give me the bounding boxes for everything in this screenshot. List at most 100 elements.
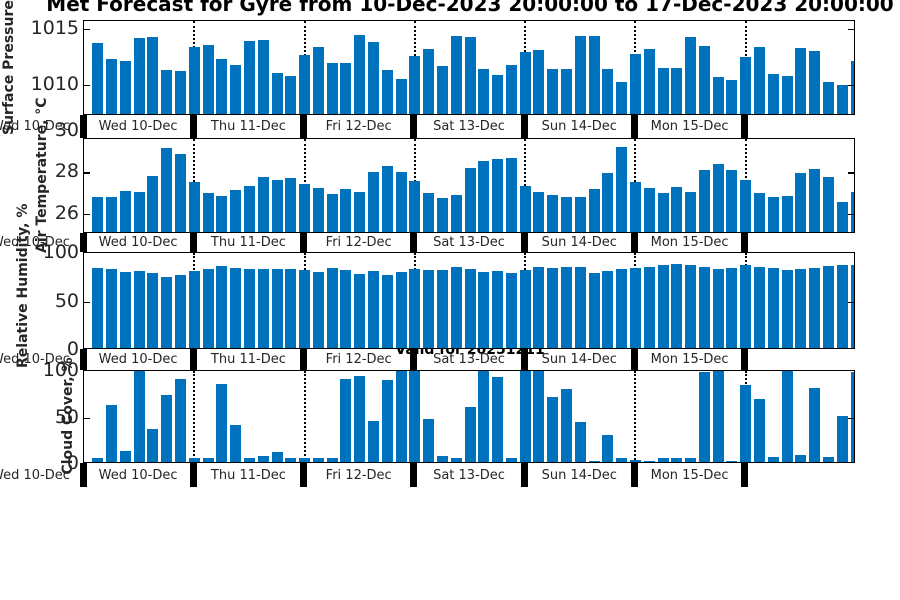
bar xyxy=(216,196,228,232)
y-tick-label: 50 xyxy=(54,289,79,312)
day-tick-mark xyxy=(741,233,749,252)
day-label: Mon 15-Dec xyxy=(650,468,729,483)
bar xyxy=(561,266,572,348)
bar xyxy=(767,267,779,348)
bar xyxy=(781,196,793,232)
bar xyxy=(257,176,269,232)
day-label: Sat 13-Dec xyxy=(433,352,505,367)
bar xyxy=(602,435,614,462)
bar xyxy=(271,451,283,462)
bar xyxy=(423,270,435,348)
bar xyxy=(492,74,504,114)
y-tick-mark xyxy=(848,301,854,303)
pressure-panel xyxy=(83,20,855,115)
bar xyxy=(188,181,200,232)
bar xyxy=(616,458,628,462)
bar xyxy=(574,266,586,348)
bar xyxy=(629,267,641,348)
bar xyxy=(216,265,228,348)
bar xyxy=(754,266,765,348)
bar xyxy=(106,197,118,232)
bar xyxy=(836,264,848,348)
bar xyxy=(643,49,655,114)
bar xyxy=(368,271,379,348)
bar xyxy=(202,269,214,348)
day-boundary-line xyxy=(524,139,527,232)
day-label: Wed 10-Dec xyxy=(98,352,178,367)
y-tick-mark xyxy=(848,84,854,87)
bar xyxy=(133,371,145,462)
bar xyxy=(436,198,448,232)
day-label: Fri 12-Dec xyxy=(325,468,392,483)
bar xyxy=(299,270,311,348)
bar xyxy=(754,46,765,114)
bar xyxy=(505,64,517,114)
day-tick-mark xyxy=(300,463,308,487)
bar xyxy=(312,187,324,232)
bar xyxy=(657,68,669,114)
bar xyxy=(698,266,710,348)
bar xyxy=(809,387,821,462)
bar xyxy=(409,55,421,114)
bar xyxy=(285,75,297,114)
bar xyxy=(464,407,476,462)
bar xyxy=(299,183,311,232)
bar xyxy=(657,458,669,462)
bar xyxy=(92,267,104,348)
y-tick-label: 50 xyxy=(54,405,79,428)
bar xyxy=(698,170,710,232)
bar xyxy=(836,202,848,232)
bar xyxy=(685,264,697,348)
day-tick-mark xyxy=(520,463,528,487)
day-label: Fri 12-Dec xyxy=(325,119,392,134)
bar xyxy=(588,460,600,462)
bar xyxy=(354,192,366,232)
y-tick-mark xyxy=(848,172,854,174)
bar xyxy=(299,54,311,114)
bar xyxy=(809,51,821,114)
bar xyxy=(285,269,297,348)
bar xyxy=(285,458,297,462)
bar xyxy=(629,53,641,114)
day-tick-mark xyxy=(189,233,197,252)
bar xyxy=(257,40,269,114)
bar xyxy=(822,176,834,232)
day-boundary-line xyxy=(303,371,306,462)
bar xyxy=(395,171,407,232)
bar xyxy=(850,61,854,114)
bar xyxy=(147,36,159,114)
bar xyxy=(643,460,655,462)
bar xyxy=(450,195,462,232)
bar xyxy=(436,65,448,114)
bar xyxy=(106,268,118,348)
bar xyxy=(795,454,807,462)
bar xyxy=(712,77,724,114)
y-tick-label: 26 xyxy=(54,201,79,224)
bar xyxy=(588,273,600,348)
bar xyxy=(161,395,173,462)
bar xyxy=(354,274,366,348)
day-label: Thu 11-Dec xyxy=(210,352,286,367)
bar xyxy=(243,268,255,348)
bar xyxy=(492,271,504,348)
bar xyxy=(133,192,145,232)
bar xyxy=(781,371,793,462)
day-label: Mon 15-Dec xyxy=(650,119,729,134)
bar xyxy=(602,172,614,232)
cloud-cover-panel xyxy=(83,370,855,463)
day-boundary-line xyxy=(193,371,196,462)
y-tick-mark xyxy=(848,28,854,31)
bar xyxy=(119,191,131,232)
y-tick-label: 100 xyxy=(42,241,79,263)
bar xyxy=(685,458,697,462)
bar xyxy=(188,271,200,348)
bar xyxy=(354,375,366,462)
bar xyxy=(767,457,779,462)
bar xyxy=(175,71,186,114)
bar xyxy=(740,384,752,462)
y-tick-mark xyxy=(84,301,90,303)
bar xyxy=(671,186,683,232)
bar xyxy=(588,36,600,114)
bar xyxy=(230,64,242,114)
